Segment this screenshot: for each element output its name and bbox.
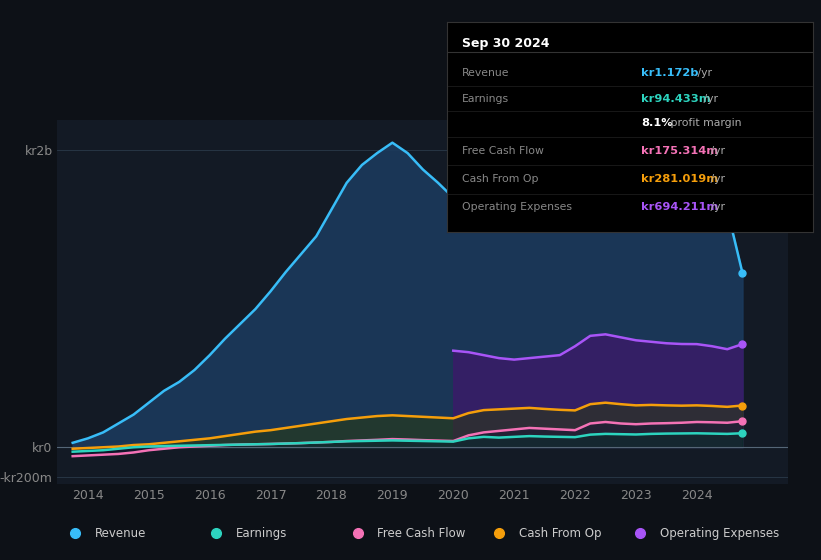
Text: Free Cash Flow: Free Cash Flow (462, 146, 544, 156)
Text: Revenue: Revenue (95, 527, 146, 540)
Text: Operating Expenses: Operating Expenses (462, 202, 572, 212)
Text: Revenue: Revenue (462, 68, 510, 78)
Text: Sep 30 2024: Sep 30 2024 (462, 37, 549, 50)
Text: Earnings: Earnings (236, 527, 287, 540)
Text: kr94.433m: kr94.433m (641, 94, 711, 104)
Text: kr281.019m: kr281.019m (641, 174, 718, 184)
Text: /yr: /yr (707, 174, 725, 184)
Text: /yr: /yr (700, 94, 718, 104)
Text: Earnings: Earnings (462, 94, 509, 104)
Text: Cash From Op: Cash From Op (519, 527, 601, 540)
Text: /yr: /yr (694, 68, 712, 78)
Text: Operating Expenses: Operating Expenses (660, 527, 779, 540)
Text: 8.1%: 8.1% (641, 118, 672, 128)
Text: /yr: /yr (707, 146, 725, 156)
Text: kr694.211m: kr694.211m (641, 202, 718, 212)
Text: profit margin: profit margin (667, 118, 742, 128)
Text: kr1.172b: kr1.172b (641, 68, 699, 78)
Text: kr175.314m: kr175.314m (641, 146, 718, 156)
Text: /yr: /yr (707, 202, 725, 212)
Text: Free Cash Flow: Free Cash Flow (378, 527, 466, 540)
Text: Cash From Op: Cash From Op (462, 174, 539, 184)
